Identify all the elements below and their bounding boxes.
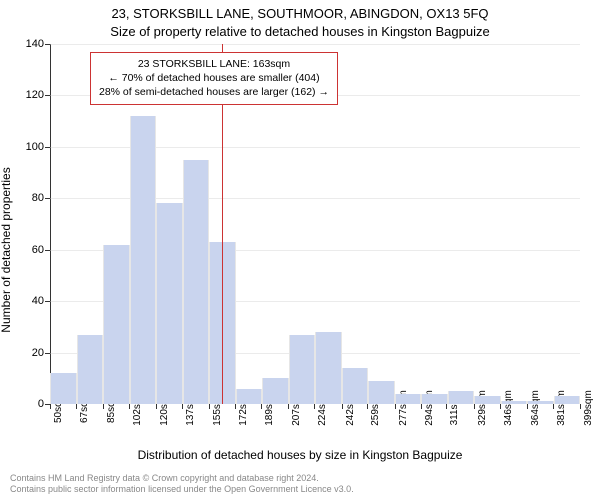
y-axis bbox=[50, 44, 51, 404]
histogram-bar bbox=[262, 378, 289, 404]
footer-attribution: Contains HM Land Registry data © Crown c… bbox=[10, 473, 354, 496]
histogram-bar bbox=[368, 381, 395, 404]
xtick-mark bbox=[421, 404, 422, 409]
ytick-label: 120 bbox=[26, 89, 50, 101]
ytick-label: 80 bbox=[32, 192, 50, 204]
xtick-mark bbox=[500, 404, 501, 409]
xtick-mark bbox=[156, 404, 157, 409]
histogram-bar bbox=[421, 394, 448, 404]
page-subtitle: Size of property relative to detached ho… bbox=[0, 24, 600, 39]
histogram-bar bbox=[527, 401, 554, 404]
histogram-bar bbox=[289, 335, 316, 404]
histogram-bar bbox=[342, 368, 369, 404]
page-title: 23, STORKSBILL LANE, SOUTHMOOR, ABINGDON… bbox=[0, 6, 600, 21]
xtick-mark bbox=[342, 404, 343, 409]
histogram-bar bbox=[156, 203, 183, 404]
x-axis-label: Distribution of detached houses by size … bbox=[0, 448, 600, 462]
chart-container: 23, STORKSBILL LANE, SOUTHMOOR, ABINGDON… bbox=[0, 0, 600, 500]
histogram-bar bbox=[395, 394, 422, 404]
annotation-line: ← 70% of detached houses are smaller (40… bbox=[99, 71, 329, 85]
histogram-bar bbox=[236, 389, 263, 404]
histogram-bar bbox=[315, 332, 342, 404]
histogram-bar bbox=[501, 401, 528, 404]
xtick-mark bbox=[314, 404, 315, 409]
xtick-mark bbox=[580, 404, 581, 409]
xtick-mark bbox=[474, 404, 475, 409]
ytick-label: 0 bbox=[38, 398, 50, 410]
histogram-plot: 02040608010012014050sqm67sqm85sqm102sqm1… bbox=[50, 44, 580, 404]
annotation-line: 28% of semi-detached houses are larger (… bbox=[99, 85, 329, 99]
grid-line bbox=[50, 44, 580, 45]
xtick-mark bbox=[209, 404, 210, 409]
footer-line: Contains HM Land Registry data © Crown c… bbox=[10, 473, 354, 485]
xtick-mark bbox=[235, 404, 236, 409]
ytick-label: 100 bbox=[26, 141, 50, 153]
histogram-bar bbox=[554, 396, 581, 404]
xtick-mark bbox=[395, 404, 396, 409]
footer-line: Contains public sector information licen… bbox=[10, 484, 354, 496]
xtick-mark bbox=[527, 404, 528, 409]
xtick-mark bbox=[288, 404, 289, 409]
annotation-line: 23 STORKSBILL LANE: 163sqm bbox=[99, 57, 329, 71]
xtick-mark bbox=[129, 404, 130, 409]
xtick-label: 364sqm bbox=[530, 390, 541, 426]
xtick-mark bbox=[446, 404, 447, 409]
histogram-bar bbox=[50, 373, 77, 404]
xtick-mark bbox=[103, 404, 104, 409]
histogram-bar bbox=[183, 160, 210, 404]
ytick-label: 20 bbox=[32, 347, 50, 359]
histogram-bar bbox=[474, 396, 501, 404]
xtick-mark bbox=[50, 404, 51, 409]
xtick-mark bbox=[76, 404, 77, 409]
annotation-box: 23 STORKSBILL LANE: 163sqm← 70% of detac… bbox=[90, 52, 338, 105]
xtick-mark bbox=[553, 404, 554, 409]
xtick-label: 346sqm bbox=[503, 390, 514, 426]
ytick-label: 140 bbox=[26, 38, 50, 50]
histogram-bar bbox=[448, 391, 475, 404]
y-axis-label: Number of detached properties bbox=[0, 167, 13, 332]
histogram-bar bbox=[103, 245, 130, 404]
histogram-bar bbox=[130, 116, 157, 404]
ytick-label: 60 bbox=[32, 244, 50, 256]
ytick-label: 40 bbox=[32, 295, 50, 307]
histogram-bar bbox=[77, 335, 104, 404]
xtick-label: 399sqm bbox=[583, 390, 594, 426]
xtick-mark bbox=[261, 404, 262, 409]
xtick-mark bbox=[367, 404, 368, 409]
xtick-mark bbox=[182, 404, 183, 409]
